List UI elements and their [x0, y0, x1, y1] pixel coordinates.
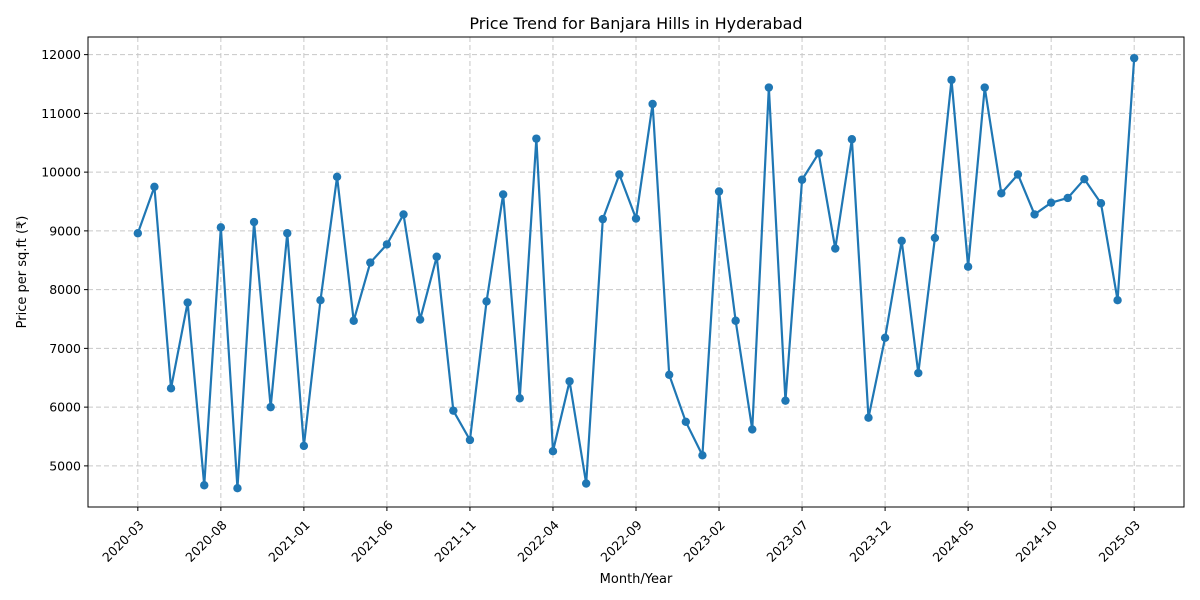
- data-point: [1046, 198, 1056, 207]
- y-tick-label: 6000: [49, 400, 81, 415]
- data-point: [698, 451, 707, 460]
- x-tick-label: 2025-03: [1096, 517, 1144, 565]
- data-point: [831, 244, 840, 253]
- data-point: [216, 223, 226, 232]
- x-tick-label: 2024-10: [1013, 517, 1061, 565]
- data-point: [814, 149, 823, 158]
- y-tick-label: 10000: [41, 165, 81, 180]
- x-tick-label: 2020-03: [99, 517, 147, 565]
- data-point: [764, 83, 774, 92]
- data-point: [449, 406, 458, 415]
- data-point: [150, 182, 159, 192]
- data-point: [283, 229, 292, 238]
- x-tick-label: 2024-05: [929, 517, 977, 565]
- data-point: [963, 262, 973, 271]
- data-point: [415, 315, 425, 324]
- data-point: [233, 484, 242, 493]
- data-point: [482, 297, 491, 306]
- data-point: [1080, 174, 1089, 184]
- data-point: [665, 370, 674, 380]
- data-point: [714, 187, 724, 196]
- data-point: [382, 240, 392, 249]
- y-tick-label: 12000: [41, 47, 81, 62]
- x-axis-ticks: 2020-03 2020-08 2021-01 2021-06 2021-11 2022-…: [99, 507, 1143, 565]
- y-axis-label: Price per sq.ft (₹): [15, 216, 30, 329]
- data-point: [947, 75, 956, 85]
- y-tick-label: 8000: [49, 282, 81, 297]
- y-tick-label: 5000: [49, 458, 81, 473]
- data-point: [897, 236, 906, 246]
- x-tick-label: 2023-02: [680, 517, 728, 565]
- x-axis-label: Month/Year: [600, 572, 673, 587]
- x-tick-label: 2023-07: [763, 517, 811, 565]
- y-tick-label: 11000: [41, 106, 81, 121]
- data-point: [598, 214, 607, 224]
- data-point: [748, 425, 757, 434]
- x-tick-label: 2022-09: [597, 517, 645, 565]
- data-point: [166, 384, 176, 393]
- grid: [88, 37, 1184, 507]
- data-point: [515, 394, 524, 403]
- data-point: [432, 252, 441, 261]
- data-point: [1063, 193, 1072, 203]
- data-point: [864, 413, 873, 422]
- data-point: [133, 229, 143, 238]
- data-point: [681, 417, 691, 427]
- data-point: [332, 172, 342, 182]
- data-point: [631, 214, 641, 223]
- data-point: [914, 368, 923, 378]
- y-tick-label: 7000: [49, 341, 81, 356]
- data-point: [349, 316, 358, 325]
- data-point: [980, 83, 989, 92]
- chart-title: Price Trend for Banjara Hills in Hyderab…: [469, 14, 802, 33]
- data-point: [1030, 210, 1039, 219]
- data-point: [847, 135, 857, 144]
- data-point: [200, 481, 209, 490]
- data-point: [997, 189, 1006, 198]
- data-point: [299, 441, 309, 451]
- data-point: [781, 396, 790, 405]
- x-tick-label: 2023-12: [846, 517, 894, 565]
- data-point: [930, 233, 940, 243]
- data-point: [1013, 170, 1023, 179]
- data-point: [399, 210, 408, 219]
- data-point: [581, 479, 591, 488]
- data-point: [498, 190, 508, 199]
- data-point: [266, 402, 275, 412]
- data-point: [548, 446, 558, 456]
- data-point: [565, 377, 574, 386]
- x-tick-label: 2020-08: [182, 517, 230, 565]
- data-point: [615, 170, 624, 179]
- data-point: [1096, 199, 1106, 208]
- data-point: [316, 296, 325, 305]
- data-point: [249, 217, 259, 227]
- x-tick-label: 2021-11: [431, 517, 479, 565]
- y-axis-ticks: 5000 6000 7000 8000 9000 10000 11000 12000: [41, 47, 88, 473]
- series-layer: [133, 53, 1139, 493]
- x-tick-label: 2022-04: [514, 517, 562, 565]
- x-tick-label: 2021-06: [348, 517, 396, 565]
- data-point: [648, 99, 657, 109]
- y-tick-label: 9000: [49, 223, 81, 238]
- data-point: [731, 316, 740, 325]
- data-point: [183, 298, 192, 307]
- data-point: [366, 258, 375, 267]
- x-tick-label: 2021-01: [265, 517, 313, 565]
- data-point: [465, 435, 475, 445]
- data-point: [532, 134, 541, 143]
- data-point: [880, 333, 890, 342]
- data-point: [1113, 296, 1122, 305]
- data-point: [1129, 53, 1139, 63]
- data-point: [797, 175, 807, 184]
